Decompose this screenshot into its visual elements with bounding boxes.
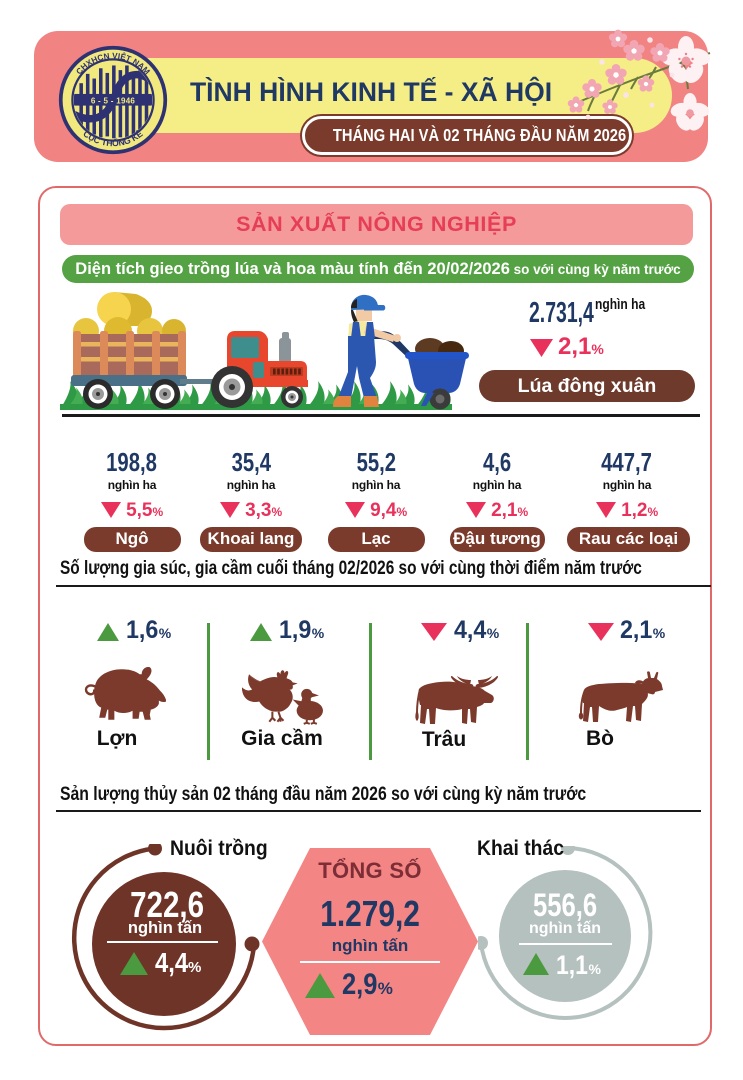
svg-text:6 - 5 - 1946: 6 - 5 - 1946 (91, 96, 136, 105)
